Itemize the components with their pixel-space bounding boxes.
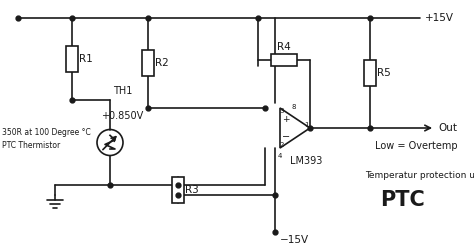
Text: +: +	[282, 115, 290, 124]
Bar	[172, 177, 184, 203]
Text: −: −	[282, 132, 290, 142]
Text: R3: R3	[185, 185, 199, 195]
Text: 2: 2	[280, 142, 284, 148]
Bar	[364, 60, 376, 86]
Text: R5: R5	[377, 68, 391, 78]
Text: R1: R1	[79, 54, 93, 64]
Text: −15V: −15V	[280, 235, 309, 245]
Text: 4: 4	[278, 153, 283, 159]
Text: 3: 3	[280, 108, 284, 114]
Text: Low = Overtemp: Low = Overtemp	[375, 141, 457, 151]
Text: TH1: TH1	[113, 86, 132, 96]
Text: Out: Out	[438, 123, 457, 133]
Text: 350R at 100 Degree °C: 350R at 100 Degree °C	[2, 128, 91, 137]
Text: R2: R2	[155, 58, 169, 68]
Text: Temperatur protection u: Temperatur protection u	[365, 171, 474, 180]
Bar	[271, 54, 297, 66]
Bar	[142, 50, 154, 76]
Text: 8: 8	[292, 104, 296, 110]
Text: R4: R4	[277, 42, 291, 52]
Text: PTC Thermistor: PTC Thermistor	[2, 141, 60, 150]
Text: PTC: PTC	[380, 190, 425, 210]
Text: LM393: LM393	[290, 156, 322, 166]
Bar	[66, 46, 78, 72]
Text: +15V: +15V	[425, 13, 454, 23]
Text: 1: 1	[304, 122, 308, 128]
Text: +0.850V: +0.850V	[101, 111, 143, 121]
